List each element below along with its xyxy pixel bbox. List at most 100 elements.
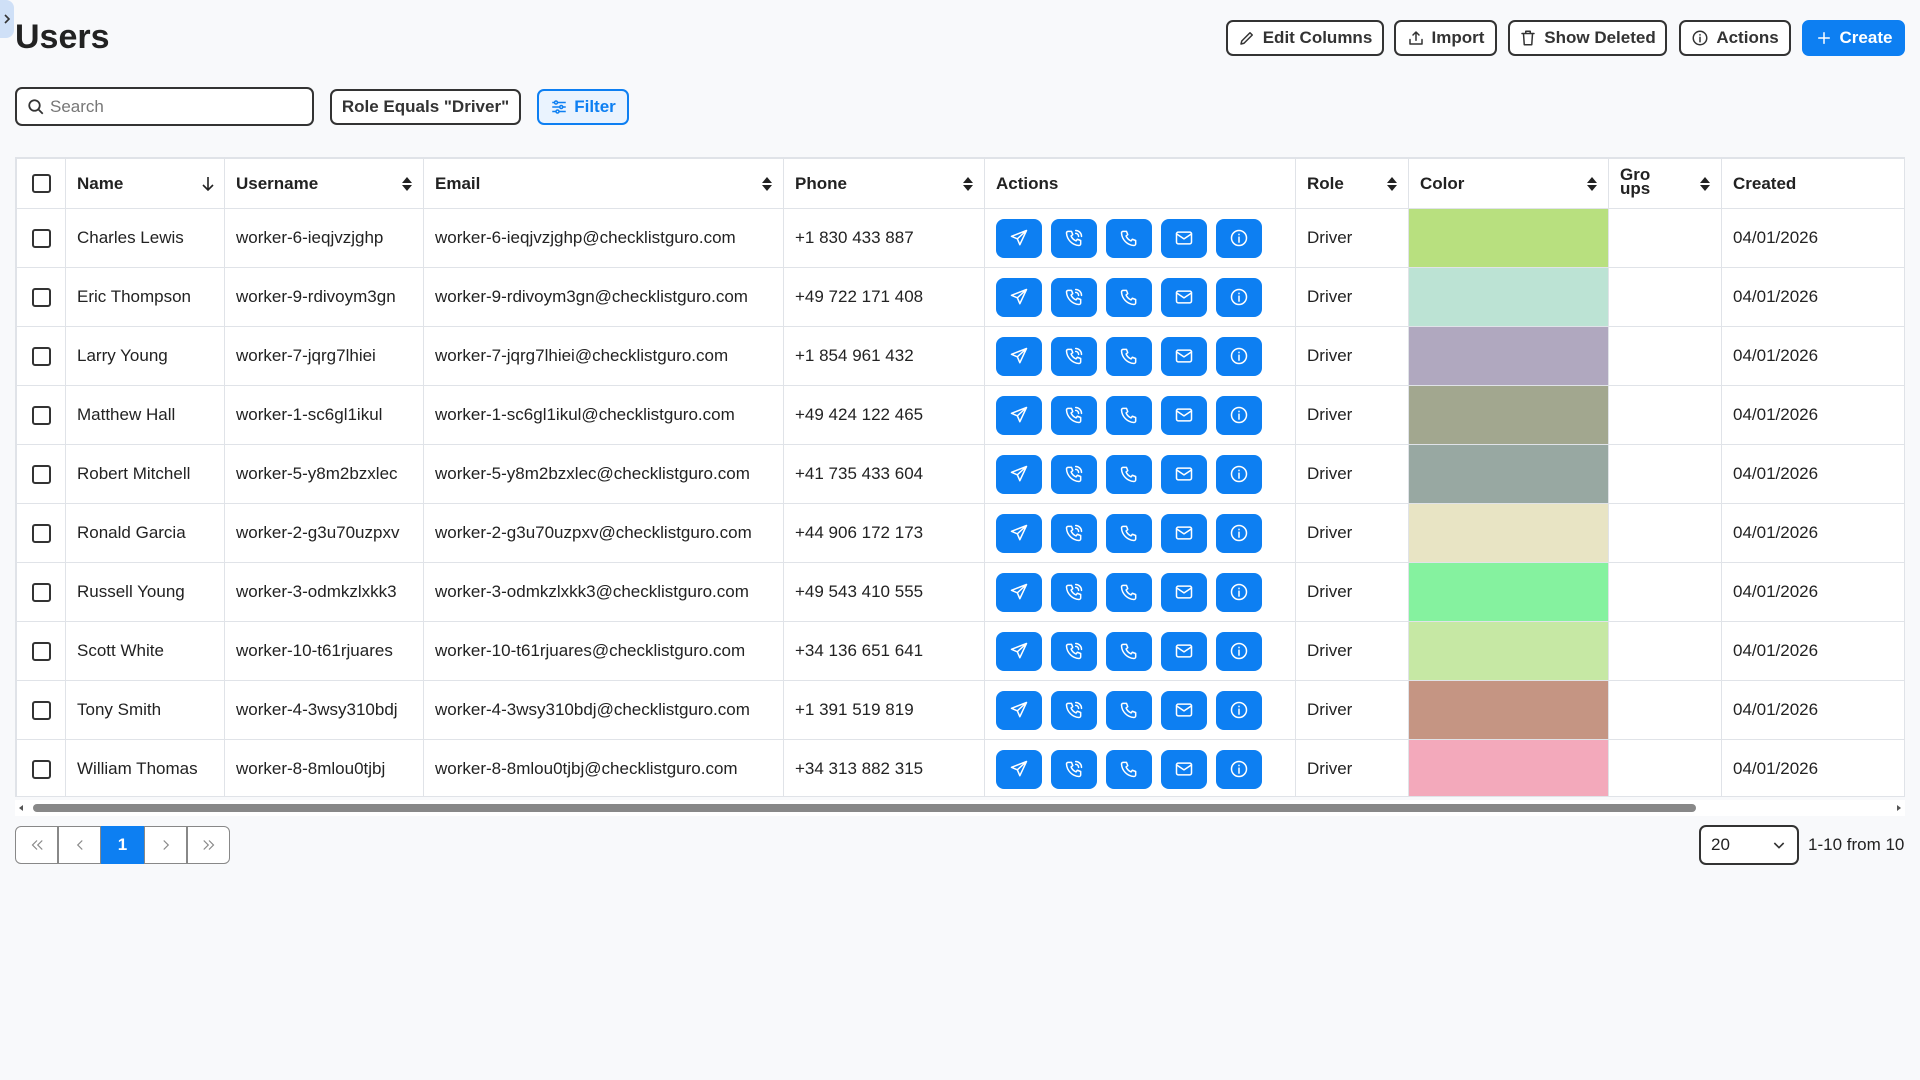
user-row[interactable]: Scott White worker-10-t61rjuares worker-10… bbox=[16, 621, 1904, 681]
call-app-button[interactable] bbox=[1051, 395, 1097, 435]
email-button[interactable] bbox=[1161, 454, 1207, 494]
email-button[interactable] bbox=[1161, 395, 1207, 435]
column-header[interactable]: Name bbox=[65, 158, 225, 209]
create-button[interactable]: Create bbox=[1802, 20, 1905, 56]
email-button[interactable] bbox=[1161, 749, 1207, 789]
call-app-button[interactable] bbox=[1051, 454, 1097, 494]
edit-columns-button[interactable]: Edit Columns bbox=[1226, 20, 1384, 56]
email-button[interactable] bbox=[1161, 631, 1207, 671]
search-input[interactable]: Search bbox=[15, 87, 314, 126]
info-button[interactable] bbox=[1216, 395, 1262, 435]
info-button[interactable] bbox=[1216, 749, 1262, 789]
send-button[interactable] bbox=[996, 749, 1042, 789]
next-page-button[interactable] bbox=[144, 826, 187, 864]
sidebar-toggle[interactable] bbox=[0, 0, 14, 38]
call-button[interactable] bbox=[1106, 277, 1152, 317]
info-button[interactable] bbox=[1216, 631, 1262, 671]
column-header[interactable]: Email bbox=[423, 158, 784, 209]
row-checkbox[interactable] bbox=[31, 464, 51, 484]
column-header[interactable]: Role bbox=[1295, 158, 1409, 209]
column-header[interactable]: Actions bbox=[984, 158, 1296, 209]
user-row[interactable]: Russell Young worker-3-odmkzlxkk3 worker-3… bbox=[16, 562, 1904, 622]
row-checkbox[interactable] bbox=[31, 228, 51, 248]
send-button[interactable] bbox=[996, 690, 1042, 730]
call-app-button[interactable] bbox=[1051, 749, 1097, 789]
email-button[interactable] bbox=[1161, 513, 1207, 553]
row-checkbox[interactable] bbox=[31, 346, 51, 366]
user-row[interactable]: Ronald Garcia worker-2-g3u70uzpxv worker-2… bbox=[16, 503, 1904, 563]
column-header[interactable]: Phone bbox=[783, 158, 985, 209]
sort-icon[interactable] bbox=[962, 176, 974, 192]
sort-icon[interactable] bbox=[1699, 176, 1711, 192]
info-button[interactable] bbox=[1216, 336, 1262, 376]
user-row[interactable]: Robert Mitchell worker-5-y8m2bzxlec worker… bbox=[16, 444, 1904, 504]
call-app-button[interactable] bbox=[1051, 513, 1097, 553]
column-header[interactable]: Color bbox=[1408, 158, 1609, 209]
call-button[interactable] bbox=[1106, 336, 1152, 376]
info-button[interactable] bbox=[1216, 690, 1262, 730]
call-app-button[interactable] bbox=[1051, 690, 1097, 730]
row-checkbox[interactable] bbox=[31, 405, 51, 425]
call-button[interactable] bbox=[1106, 218, 1152, 258]
prev-page-button[interactable] bbox=[58, 826, 101, 864]
email-button[interactable] bbox=[1161, 336, 1207, 376]
call-button[interactable] bbox=[1106, 513, 1152, 553]
row-checkbox[interactable] bbox=[31, 759, 51, 779]
send-button[interactable] bbox=[996, 454, 1042, 494]
page-size-select[interactable]: 20 bbox=[1699, 825, 1799, 865]
email-button[interactable] bbox=[1161, 218, 1207, 258]
info-button[interactable] bbox=[1216, 277, 1262, 317]
call-button[interactable] bbox=[1106, 631, 1152, 671]
call-app-button[interactable] bbox=[1051, 336, 1097, 376]
call-app-button[interactable] bbox=[1051, 631, 1097, 671]
row-checkbox[interactable] bbox=[31, 582, 51, 602]
info-button[interactable] bbox=[1216, 218, 1262, 258]
column-header[interactable]: Username bbox=[224, 158, 424, 209]
user-row[interactable]: William Thomas worker-8-8mlou0tjbj worker-… bbox=[16, 739, 1904, 796]
sort-icon[interactable] bbox=[1386, 176, 1398, 192]
filter-chip[interactable]: Role Equals "Driver" bbox=[330, 89, 521, 125]
sort-icon[interactable] bbox=[202, 176, 214, 192]
user-row[interactable]: Tony Smith worker-4-3wsy310bdj worker-4-3w… bbox=[16, 680, 1904, 740]
actions-button[interactable]: Actions bbox=[1679, 20, 1791, 56]
row-checkbox[interactable] bbox=[31, 287, 51, 307]
call-button[interactable] bbox=[1106, 690, 1152, 730]
send-button[interactable] bbox=[996, 336, 1042, 376]
sort-icon[interactable] bbox=[401, 176, 413, 192]
call-app-button[interactable] bbox=[1051, 572, 1097, 612]
current-page-button[interactable]: 1 bbox=[101, 826, 144, 864]
first-page-button[interactable] bbox=[15, 826, 58, 864]
email-button[interactable] bbox=[1161, 277, 1207, 317]
send-button[interactable] bbox=[996, 395, 1042, 435]
send-button[interactable] bbox=[996, 513, 1042, 553]
user-row[interactable]: Larry Young worker-7-jqrg7lhiei worker-7-j… bbox=[16, 326, 1904, 386]
sort-icon[interactable] bbox=[761, 176, 773, 192]
info-button[interactable] bbox=[1216, 513, 1262, 553]
email-button[interactable] bbox=[1161, 572, 1207, 612]
call-app-button[interactable] bbox=[1051, 277, 1097, 317]
call-button[interactable] bbox=[1106, 454, 1152, 494]
column-header[interactable]: Created bbox=[1721, 158, 1904, 209]
send-button[interactable] bbox=[996, 218, 1042, 258]
sort-icon[interactable] bbox=[1586, 176, 1598, 192]
call-button[interactable] bbox=[1106, 572, 1152, 612]
info-button[interactable] bbox=[1216, 572, 1262, 612]
call-button[interactable] bbox=[1106, 395, 1152, 435]
scrollbar[interactable] bbox=[15, 800, 1905, 816]
row-checkbox[interactable] bbox=[31, 641, 51, 661]
user-row[interactable]: Charles Lewis worker-6-ieqjvzjghp worker-6… bbox=[16, 208, 1904, 268]
user-row[interactable]: Eric Thompson worker-9-rdivoym3gn worker-9… bbox=[16, 267, 1904, 327]
filter-button[interactable]: Filter bbox=[537, 89, 629, 125]
email-button[interactable] bbox=[1161, 690, 1207, 730]
call-app-button[interactable] bbox=[1051, 218, 1097, 258]
row-checkbox[interactable] bbox=[31, 700, 51, 720]
info-button[interactable] bbox=[1216, 454, 1262, 494]
call-button[interactable] bbox=[1106, 749, 1152, 789]
user-row[interactable]: Matthew Hall worker-1-sc6gl1ikul worker-1-… bbox=[16, 385, 1904, 445]
send-button[interactable] bbox=[996, 572, 1042, 612]
select-all-checkbox[interactable] bbox=[31, 174, 51, 193]
column-header[interactable]: Groups bbox=[1608, 158, 1722, 209]
import-button[interactable]: Import bbox=[1394, 20, 1497, 56]
send-button[interactable] bbox=[996, 631, 1042, 671]
last-page-button[interactable] bbox=[187, 826, 230, 864]
